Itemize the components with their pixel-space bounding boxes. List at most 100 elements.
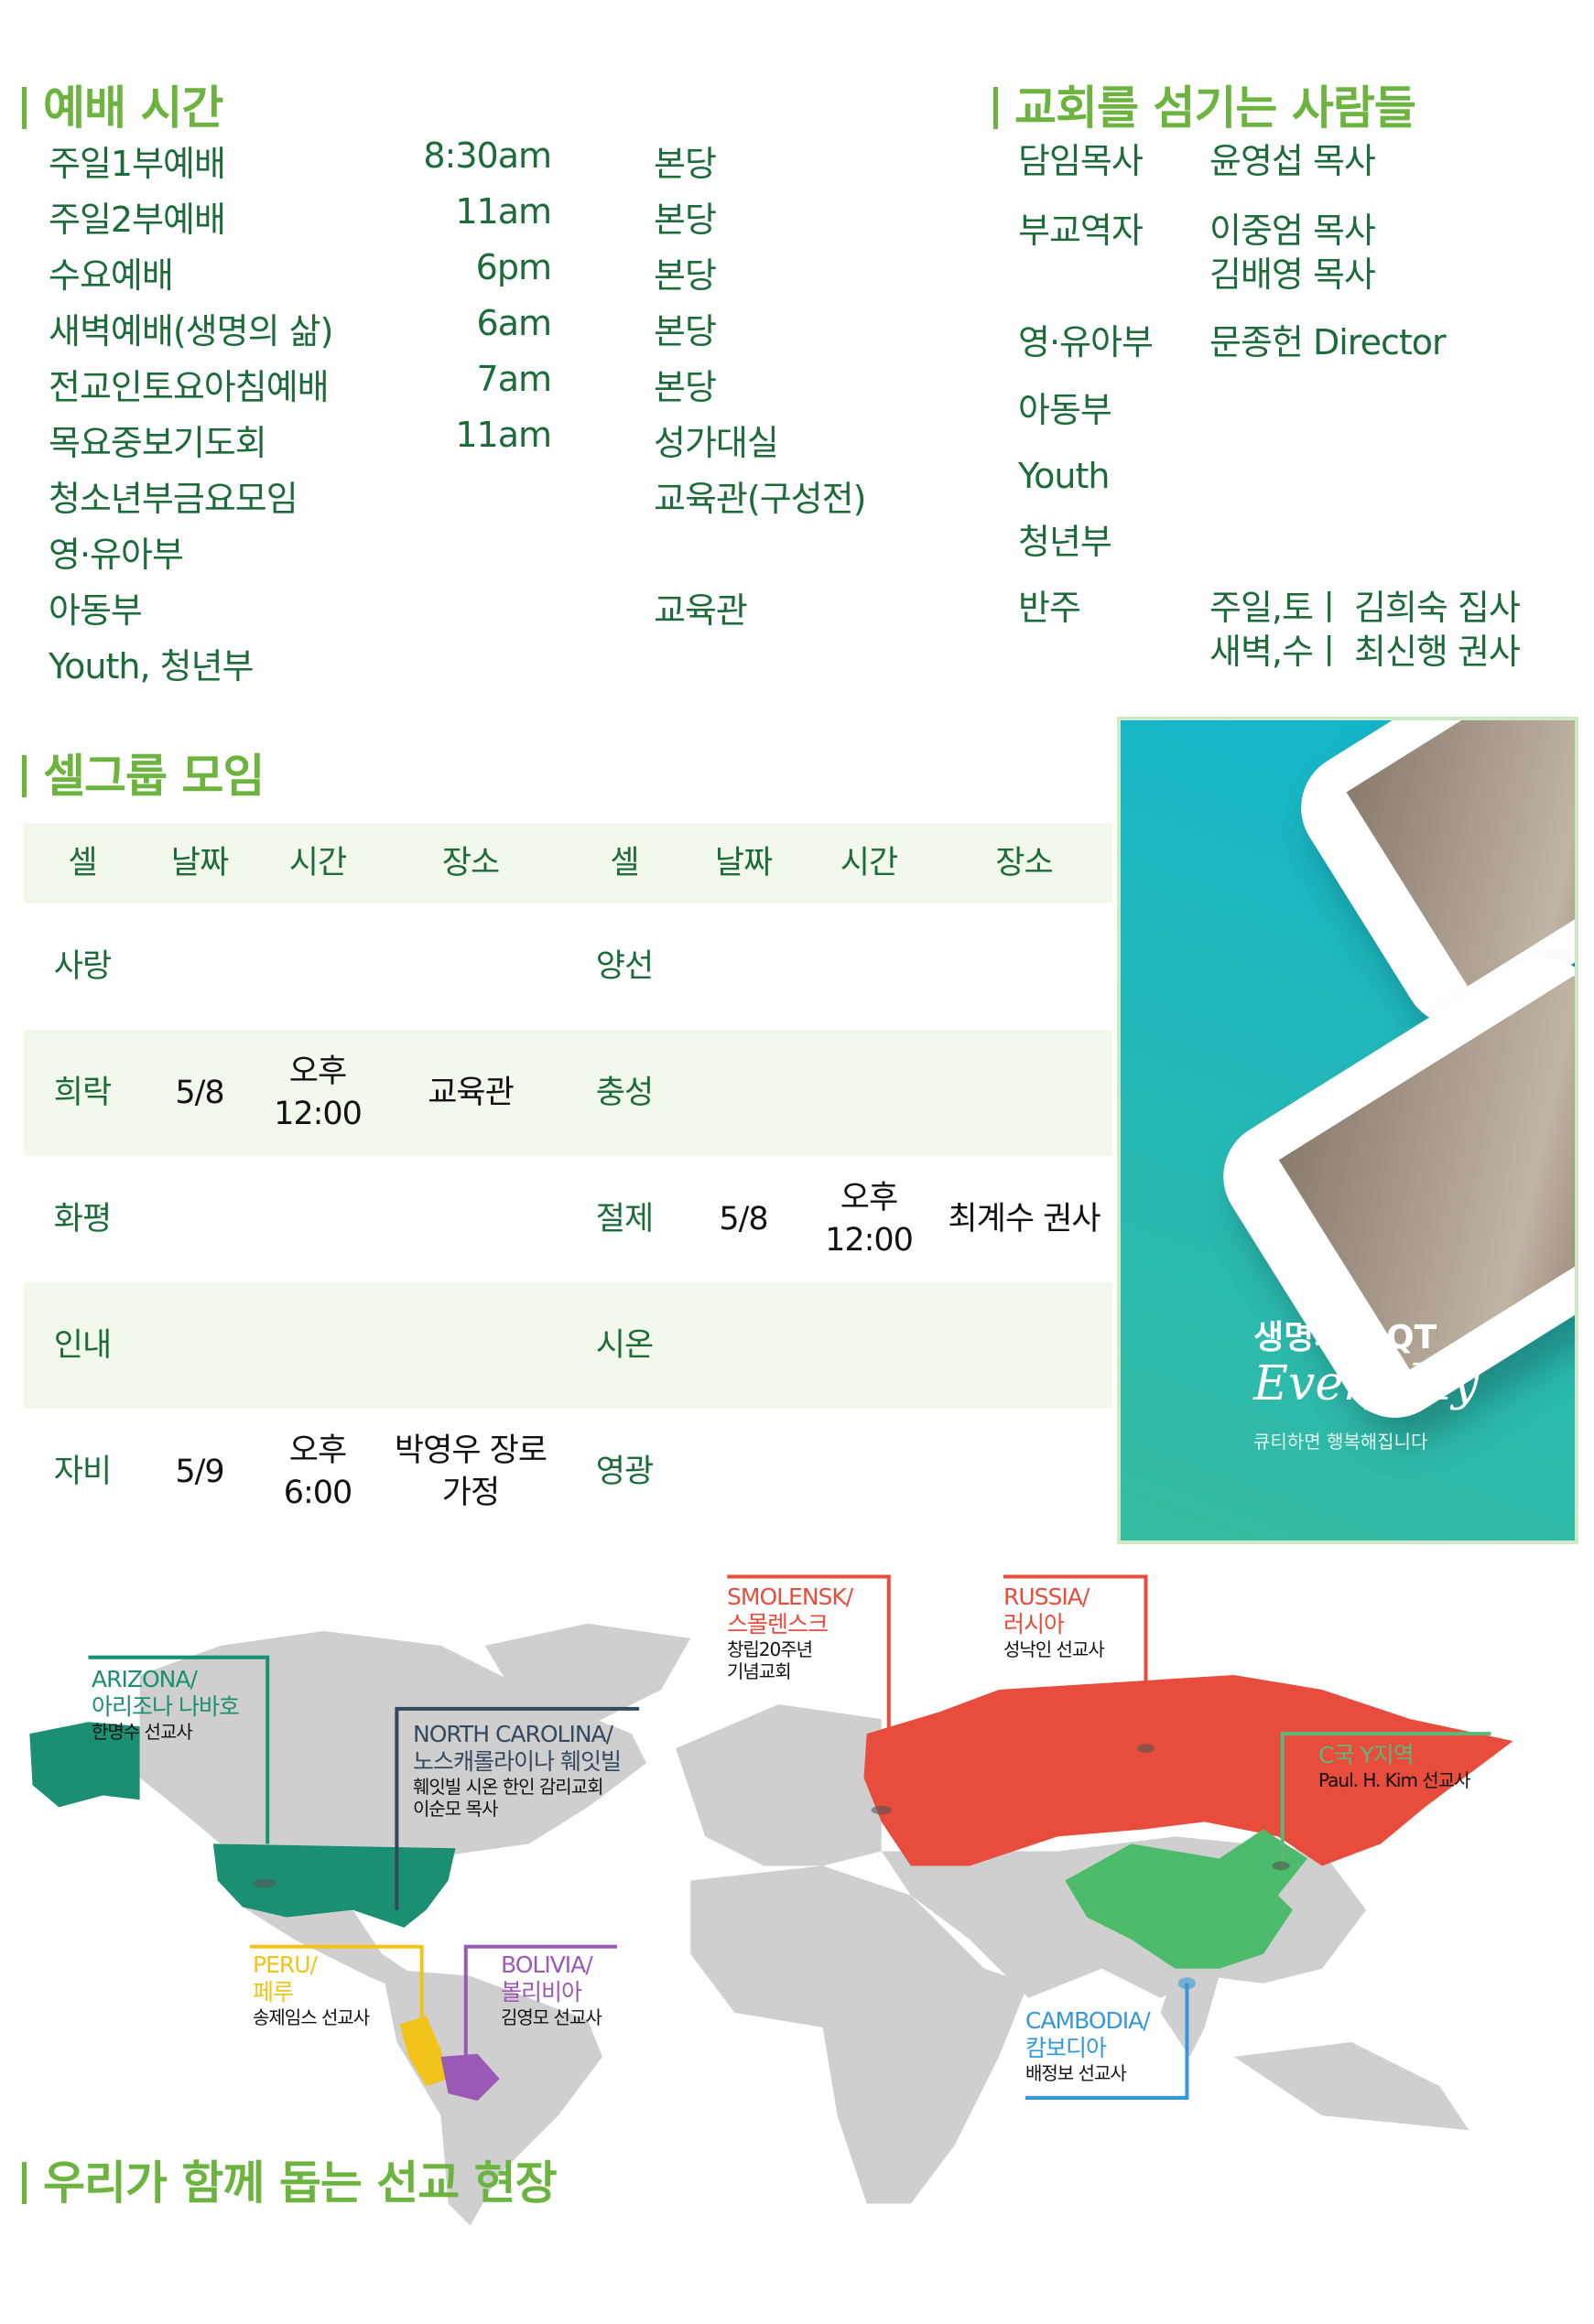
staff-role: 아동부 [1018, 390, 1112, 430]
table-cell [377, 1282, 564, 1409]
central-america-shape [242, 1907, 427, 1998]
qt-app-ad[interactable]: 생명의삶 QT Everyday 큐티하면 행복해집니다 [1117, 717, 1578, 1544]
service-name: 전교인토요아침예배 [49, 367, 330, 407]
staff-heading: 교회를 섬기는 사람들 [993, 71, 1416, 137]
service-name: 청소년부금요모임 [49, 479, 298, 519]
peru-leader-line [249, 1944, 424, 2042]
location-marker [1177, 1977, 1197, 1990]
staff-names: 주일,토ㅣ 김희숙 집사 새벽,수ㅣ 최신행 권사 [1209, 588, 1521, 672]
cell-name: 인내 [53, 1327, 112, 1364]
staff-names: 문종헌 Director [1209, 322, 1447, 362]
mission-region-en: ARIZONA/ [92, 1666, 198, 1692]
southeast-asia-shape [1160, 1968, 1469, 2131]
table-cell [936, 1409, 1112, 1535]
mission-region-en: BOLIVIA/ [501, 1951, 593, 1978]
south-america-shape [382, 1968, 602, 2226]
africa-shape [690, 1865, 1029, 2204]
service-name: 영·유아부 [49, 535, 184, 575]
column-header: 장소 [995, 845, 1053, 881]
service-name: 목요중보기도회 [49, 423, 267, 463]
table-cell [377, 903, 564, 1030]
table-cell [258, 1282, 377, 1409]
mission-label: SMOLENSK/스몰렌스크 창립20주년 기념교회 [727, 1584, 853, 1682]
staff-role: 부교역자 [1018, 211, 1144, 251]
mission-people: 훼잇빌 시온 한인 감리교회 이순모 목사 [413, 1776, 603, 1820]
cell-name: 화평 [53, 1201, 112, 1238]
japan-shape [1307, 1865, 1330, 1932]
service-name: 수요예배 [49, 255, 174, 296]
table-cell: 교육관 [428, 1075, 515, 1111]
service-place: 본당 [654, 311, 717, 351]
table-cell [258, 1156, 377, 1282]
column-header: 장소 [441, 845, 500, 881]
cell-name: 시온 [595, 1327, 654, 1364]
location-marker [1272, 1861, 1290, 1871]
mission-label: ARIZONA/아리조나 나바호 한명수 선교사 [92, 1666, 240, 1743]
column-header: 시간 [840, 845, 898, 881]
table-row: 사랑 양선 [24, 903, 1112, 1030]
ad-subtitle: 큐티하면 행복해집니다 [1253, 1431, 1428, 1453]
mission-people: 한명수 선교사 [92, 1721, 193, 1743]
location-marker [871, 1805, 892, 1815]
mission-region-ko: 페루 [253, 1979, 294, 2005]
missions-heading: 우리가 함께 돕는 선교 현장 [22, 2146, 558, 2212]
peru-shape [399, 2016, 449, 2087]
smolensk-leader-line [727, 1574, 891, 1764]
table-cell: 최계수 권사 [948, 1201, 1101, 1238]
table-row: 인내 시온 [24, 1282, 1112, 1409]
ad-title: 생명의삶 QT [1253, 1319, 1437, 1357]
cell-name: 충성 [595, 1075, 654, 1111]
mission-region-ko: 스몰렌스크 [727, 1611, 829, 1638]
cell-name: 희락 [53, 1075, 112, 1111]
staff-names: 이중엄 목사 김배영 목사 [1209, 211, 1376, 295]
table-cell [685, 1282, 802, 1409]
russia-leader-line [1003, 1574, 1148, 1690]
column-header: 날짜 [170, 845, 229, 881]
table-cell: 5/8 [719, 1201, 768, 1238]
mission-region-en: SMOLENSK/ [727, 1584, 853, 1610]
mission-people: 송제임스 선교사 [253, 2006, 370, 2028]
cell-name: 자비 [53, 1454, 112, 1490]
world-map [29, 1574, 1513, 2226]
table-cell [936, 1030, 1112, 1156]
mission-people: 배정보 선교사 [1025, 2062, 1127, 2084]
arizona-leader-line [88, 1655, 270, 1844]
mission-label: CAMBODIA/캄보디아 배정보 선교사 [1025, 2007, 1151, 2084]
bolivia-leader-line [463, 1944, 617, 2072]
mission-region-ko: 볼리비아 [501, 1979, 582, 2005]
mission-label: RUSSIA/러시아 성낙인 선교사 [1003, 1584, 1105, 1660]
china-shape [1065, 1829, 1307, 1969]
location-marker [253, 1878, 277, 1888]
mission-label: C국 Y지역 Paul. H. Kim 선교사 [1318, 1742, 1470, 1791]
service-place: 성가대실 [654, 423, 779, 463]
table-cell: 오후 12:00 [274, 1054, 363, 1132]
service-place: 교육관 [654, 590, 748, 631]
mission-label: PERU/페루 송제임스 선교사 [253, 1951, 370, 2028]
mission-label: NORTH CAROLINA/노스캐롤라이나 훼잇빌 훼잇빌 시온 한인 감리교회… [413, 1721, 622, 1820]
column-header: 셀 [68, 845, 97, 881]
mission-label: BOLIVIA/볼리비아 김영모 선교사 [501, 1951, 602, 2028]
staff-role: Youth [1018, 456, 1110, 496]
table-cell: 오후 6:00 [283, 1432, 353, 1511]
service-name: 새벽예배(생명의 삶) [49, 311, 333, 351]
service-place: 본당 [654, 367, 717, 407]
mission-region-en: NORTH CAROLINA/ [413, 1721, 613, 1747]
table-cell [802, 1030, 936, 1156]
mission-region-ko: 노스캐롤라이나 훼잇빌 [413, 1748, 622, 1775]
c-region-leader-line [1280, 1732, 1491, 1866]
table-cell: 오후 12:00 [825, 1180, 914, 1259]
table-cell [685, 1030, 802, 1156]
service-time: 11am [455, 415, 552, 455]
cambodia-leader-line [1025, 1983, 1189, 2100]
service-place: 본당 [654, 200, 717, 240]
column-header: 셀 [610, 845, 639, 881]
staff-role: 청년부 [1018, 522, 1112, 562]
service-name: 아동부 [49, 590, 143, 631]
missions-title: 우리가 함께 돕는 선교 현장 [43, 2156, 558, 2210]
cell-name: 양선 [595, 948, 654, 985]
table-row: 희락 5/8 오후 12:00 교육관 충성 [24, 1030, 1112, 1156]
table-cell [802, 1409, 936, 1535]
mission-people: 성낙인 선교사 [1003, 1638, 1105, 1660]
table-cell [936, 903, 1112, 1030]
mission-region-ko: 러시아 [1003, 1611, 1065, 1638]
